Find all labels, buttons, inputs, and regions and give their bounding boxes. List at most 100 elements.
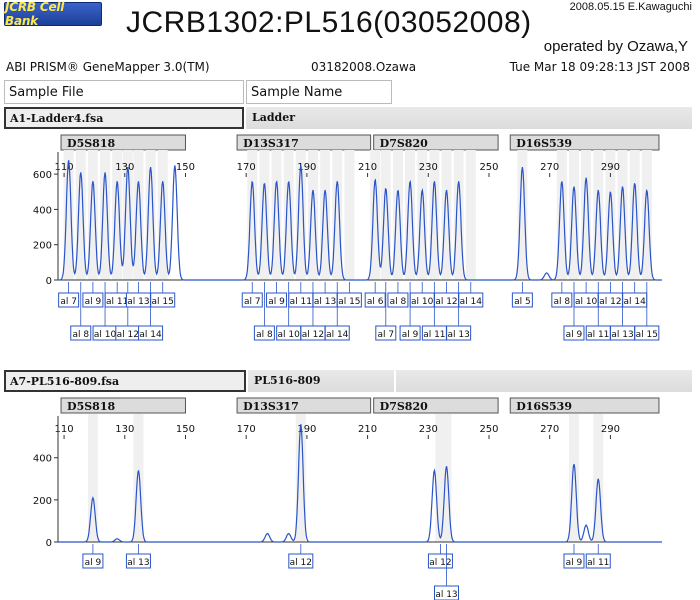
allele-bin xyxy=(417,150,428,280)
allele-bin xyxy=(441,414,452,542)
x-tick-label: 270 xyxy=(540,162,559,173)
allele-label-box xyxy=(82,553,104,569)
sample-name-bar-filler xyxy=(396,370,692,392)
marker-label: D5S818 xyxy=(67,137,115,150)
allele-label: al 5 xyxy=(514,297,531,307)
marker-bar xyxy=(509,397,660,414)
allele-label: al 15 xyxy=(636,330,658,340)
x-tick-label: 150 xyxy=(176,162,195,173)
allele-label: al 14 xyxy=(624,297,647,307)
x-tick-label: 170 xyxy=(237,424,256,435)
allele-label-box xyxy=(82,292,104,308)
x-tick-label: 190 xyxy=(297,162,316,173)
allele-bin xyxy=(122,150,133,280)
allele-label: al 7 xyxy=(377,330,394,340)
allele-bin xyxy=(145,150,156,280)
allele-bin xyxy=(593,414,604,542)
allele-bin xyxy=(295,414,306,542)
x-tick-label: 230 xyxy=(419,424,438,435)
marker-label: D13S317 xyxy=(243,137,299,150)
marker-label: D7S820 xyxy=(380,137,428,150)
allele-bin xyxy=(370,150,381,280)
x-tick-label: 230 xyxy=(419,162,438,173)
marker-label: D16S539 xyxy=(516,400,572,413)
allele-bin xyxy=(307,150,318,280)
allele-bin xyxy=(344,150,355,280)
allele-bin xyxy=(617,150,628,280)
allele-bin xyxy=(568,150,579,280)
allele-label: al 8 xyxy=(554,297,571,307)
allele-label: al 8 xyxy=(72,330,89,340)
project-name: 03182008.Ozawa xyxy=(311,60,417,74)
x-tick-label: 130 xyxy=(115,424,134,435)
x-tick-label: 110 xyxy=(55,424,74,435)
marker-bar xyxy=(236,397,372,414)
allele-label: al 11 xyxy=(423,330,445,340)
allele-label-box xyxy=(266,292,288,308)
sample-file-header: Sample File xyxy=(4,80,244,104)
allele-bin xyxy=(517,150,528,280)
allele-label-box xyxy=(125,553,151,569)
x-tick-label: 250 xyxy=(479,162,498,173)
allele-label-box xyxy=(458,292,484,308)
software-name: ABI PRISM® GeneMapper 3.0(TM) xyxy=(6,60,210,74)
allele-bin xyxy=(629,150,640,280)
sample-name-cell-1: Ladder xyxy=(246,107,692,129)
allele-label-box xyxy=(434,585,460,600)
allele-bin xyxy=(133,150,144,280)
allele-label: al 9 xyxy=(268,297,285,307)
y-tick-label: 400 xyxy=(33,205,52,216)
allele-label-box xyxy=(511,292,533,308)
allele-label: al 15 xyxy=(152,297,174,307)
allele-bin xyxy=(157,150,168,280)
allele-bin xyxy=(441,150,452,280)
allele-bin xyxy=(320,150,331,280)
date-stamp: 2008.05.15 E.Kawaguchi xyxy=(569,1,692,13)
allele-bin xyxy=(465,150,476,280)
chart-panel-2: D5S818 D13S317 D7S820 D16S539 110 130 150 170 19… xyxy=(33,397,662,600)
allele-label-box xyxy=(138,325,164,341)
allele-label: al 13 xyxy=(435,590,457,600)
allele-label: al 9 xyxy=(566,558,583,568)
x-tick-label: 250 xyxy=(479,424,498,435)
allele-bin xyxy=(581,150,592,280)
allele-bin xyxy=(247,150,258,280)
allele-bin xyxy=(435,414,446,542)
x-tick-label: 150 xyxy=(176,424,195,435)
allele-label: al 12 xyxy=(302,330,324,340)
allele-bin xyxy=(75,150,86,280)
allele-bin xyxy=(259,150,270,280)
allele-label-box xyxy=(375,325,397,341)
allele-label: al 14 xyxy=(139,330,162,340)
allele-label-box xyxy=(585,553,611,569)
allele-label-box xyxy=(364,292,386,308)
allele-bin xyxy=(429,150,440,280)
allele-label-box xyxy=(150,292,176,308)
allele-label: al 11 xyxy=(106,297,128,307)
allele-bin xyxy=(271,150,282,280)
allele-label: al 12 xyxy=(599,297,621,307)
allele-label-box xyxy=(563,325,585,341)
allele-label: al 15 xyxy=(338,297,360,307)
allele-label: al 8 xyxy=(256,330,273,340)
x-tick-label: 190 xyxy=(297,424,316,435)
allele-label: al 13 xyxy=(127,297,149,307)
allele-bin xyxy=(283,150,294,280)
allele-bin xyxy=(392,150,403,280)
y-tick-label: 600 xyxy=(33,170,52,181)
allele-bin xyxy=(453,150,464,280)
allele-label: al 12 xyxy=(429,558,451,568)
allele-label: al 11 xyxy=(587,330,609,340)
allele-label-box xyxy=(241,292,263,308)
allele-label: al 9 xyxy=(566,330,583,340)
allele-label-box xyxy=(253,325,275,341)
allele-label: al 10 xyxy=(411,297,434,307)
allele-bin xyxy=(87,414,98,542)
allele-label-box xyxy=(336,292,362,308)
allele-label: al 13 xyxy=(447,330,469,340)
y-tick-label: 400 xyxy=(33,454,52,465)
x-tick-label: 170 xyxy=(237,162,256,173)
allele-label: al 13 xyxy=(611,330,633,340)
allele-label: al 11 xyxy=(290,297,312,307)
